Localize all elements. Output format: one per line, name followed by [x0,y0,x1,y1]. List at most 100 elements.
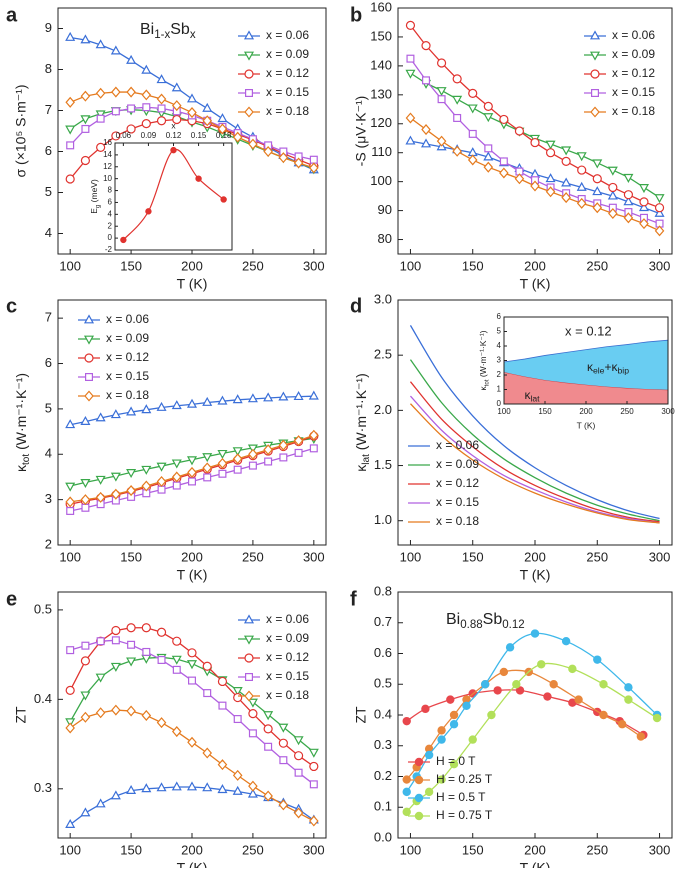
marker [80,711,91,723]
marker [530,180,540,192]
y-tick-label: 6 [45,143,52,158]
marker [80,807,91,817]
marker [543,692,552,701]
marker [483,113,494,123]
marker [248,461,257,470]
text-part: Bi [446,611,460,628]
marker [65,125,76,135]
plot-frame [115,143,232,250]
marker [480,680,490,689]
y-tick-label: 120 [370,115,392,130]
y-tick-label: 6 [45,355,52,370]
x-tick-label: 0.09 [141,131,157,140]
x-tick-label: 0.15 [191,131,207,140]
marker [80,656,91,666]
x-tick-label: 300 [649,842,671,857]
marker [111,86,121,98]
x-tick-label: 300 [649,258,671,273]
y-tick-label: 0.5 [374,676,392,691]
marker [577,165,587,175]
y-tick-label: 0.0 [374,829,392,844]
marker [65,174,75,184]
x-tick-label: 300 [303,258,325,273]
legend-label: x = 0.18 [266,688,309,702]
marker [186,456,198,466]
marker [111,131,121,141]
marker [561,146,572,156]
y-tick-label: 4 [45,225,52,240]
marker [294,768,303,777]
marker [468,129,477,138]
marker [293,157,304,169]
y-tick-label: 100 [370,173,392,188]
marker [545,173,556,183]
y-axis-label: κtot (W·m⁻¹·K⁻¹) [478,330,490,390]
x-tick-label: 150 [462,549,484,564]
marker [446,695,455,704]
y-tick-label: 0.7 [374,614,392,629]
marker [243,614,255,624]
marker [263,724,273,734]
panel-letter: d [350,295,362,317]
marker [599,680,608,689]
x-tick-label: 150 [462,842,484,857]
legend-label: x = 0.09 [266,47,309,61]
x-tick-label: 100 [400,258,422,273]
series-group [503,339,669,404]
marker [188,676,197,685]
legend-label: x = 0.12 [612,66,655,80]
marker [233,715,242,724]
marker [568,664,577,674]
marker [437,726,446,735]
marker [186,781,198,791]
marker [279,453,288,462]
marker [309,162,319,174]
marker [623,196,634,206]
y-tick-label: 5 [45,400,52,415]
marker [576,197,587,209]
inset-title: x = 0.12 [565,323,612,338]
marker [264,742,273,751]
line [409,325,660,520]
marker [186,398,198,408]
marker [95,707,106,719]
area [504,340,668,390]
marker [514,173,525,185]
marker [514,126,525,136]
marker [247,444,258,454]
legend-label: x = 0.09 [106,331,149,345]
marker [263,444,273,456]
marker [624,683,633,692]
marker [561,192,571,204]
marker [499,667,509,677]
marker [493,686,502,695]
marker [638,202,649,212]
marker [309,444,318,453]
marker [406,54,415,63]
marker [309,780,318,789]
marker [141,89,152,101]
marker [84,373,93,382]
text-part: (meV) [89,179,99,205]
subscript: lat [361,454,372,465]
subscript: 1-x [154,29,170,41]
marker [126,657,137,667]
legend-label: x = 0.06 [436,438,479,452]
marker [171,781,182,791]
marker [65,31,76,41]
marker [487,710,496,720]
marker [80,478,91,489]
x-axis-label: x [171,120,176,130]
marker [66,646,75,655]
legend-label: x = 0.09 [436,457,479,471]
marker [171,100,182,112]
y-tick-label: 2 [108,221,113,230]
marker [623,190,634,200]
marker [293,807,304,819]
marker [84,390,94,402]
marker [592,174,602,184]
marker [537,660,546,669]
marker [247,698,258,708]
marker [499,114,509,125]
annotation: Bi0.88Sb0.12 [446,611,525,631]
